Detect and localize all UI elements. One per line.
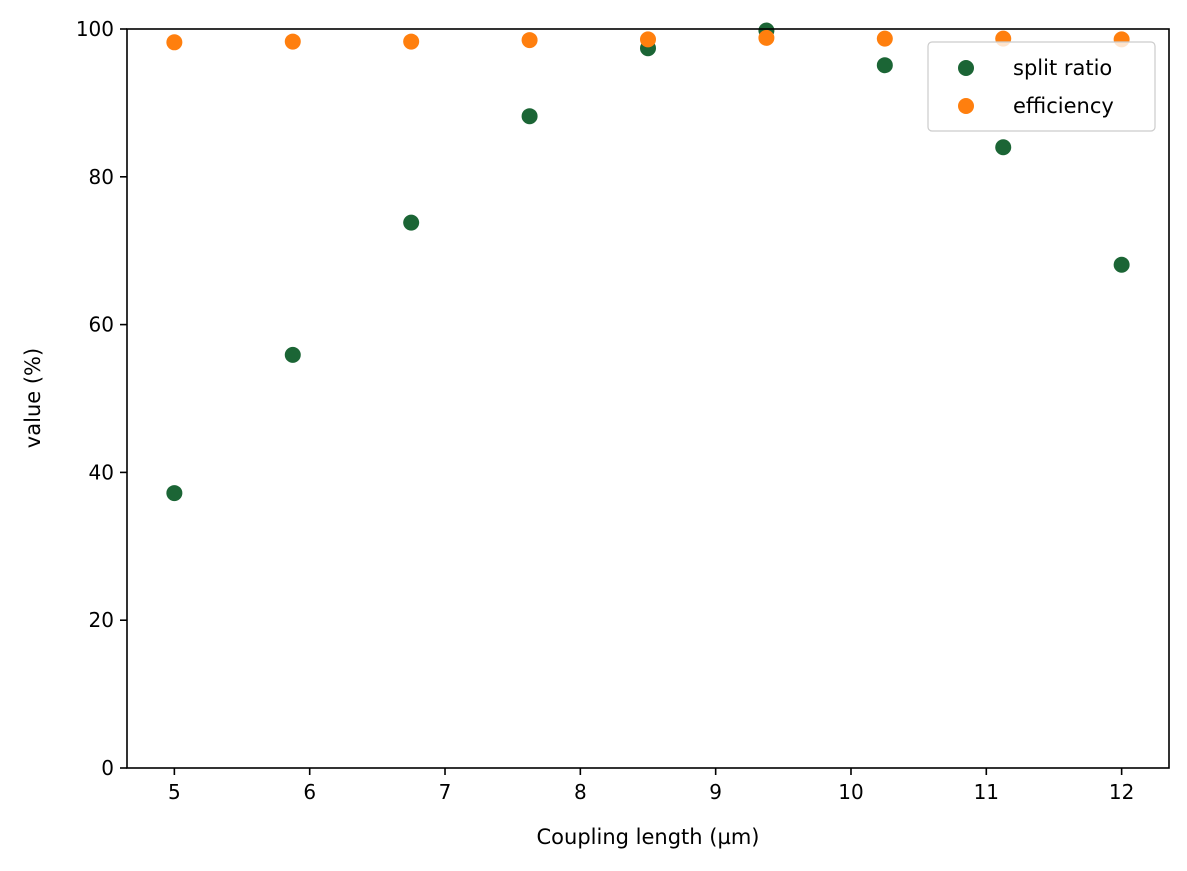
x-tick-label: 5	[168, 780, 181, 804]
point-efficiency	[758, 29, 775, 46]
x-axis-ticks: 5 6 7 8 9 10 11 12	[168, 768, 1134, 804]
point-efficiency	[403, 33, 420, 50]
point-split-ratio	[284, 346, 301, 363]
point-efficiency	[166, 34, 183, 51]
plot-frame	[126, 28, 1170, 769]
point-efficiency	[640, 31, 656, 48]
y-tick-label: 100	[76, 17, 114, 41]
x-axis-label: Coupling length (µm)	[537, 825, 760, 849]
x-tick-label: 9	[709, 780, 722, 804]
x-tick-label: 6	[303, 780, 316, 804]
legend-label-split-ratio: split ratio	[1013, 56, 1112, 80]
point-split-ratio	[403, 214, 420, 231]
y-axis-label: value (%)	[21, 348, 45, 448]
legend: split ratio efficiency	[927, 41, 1156, 132]
point-efficiency	[521, 32, 538, 49]
points-layer	[166, 22, 1130, 502]
legend-label-efficiency: efficiency	[1013, 94, 1114, 118]
y-axis-ticks: 0 20 40 60 80 100	[76, 17, 127, 780]
point-split-ratio	[995, 139, 1012, 156]
x-tick-label: 7	[439, 780, 452, 804]
point-efficiency	[876, 30, 893, 47]
legend-marker-efficiency	[958, 98, 974, 114]
x-tick-label: 8	[574, 780, 587, 804]
y-tick-label: 0	[101, 756, 114, 780]
y-tick-label: 20	[89, 608, 114, 632]
point-split-ratio	[521, 108, 538, 125]
y-tick-label: 60	[89, 313, 114, 337]
y-tick-label: 80	[89, 165, 114, 189]
point-split-ratio	[1113, 256, 1130, 273]
x-tick-label: 12	[1109, 780, 1134, 804]
point-split-ratio	[876, 57, 893, 74]
x-tick-label: 10	[838, 780, 863, 804]
legend-marker-split-ratio	[958, 60, 974, 76]
legend-box	[927, 41, 1156, 132]
point-split-ratio	[166, 485, 183, 502]
y-tick-label: 40	[89, 460, 114, 484]
point-efficiency	[284, 33, 301, 50]
x-tick-label: 11	[974, 780, 999, 804]
